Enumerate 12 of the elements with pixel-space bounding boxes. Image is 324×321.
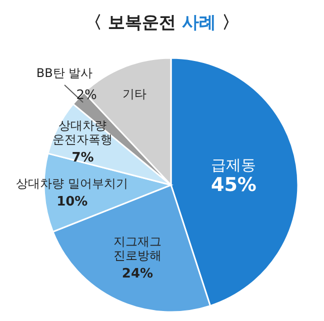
slice-label: 기타 [122, 86, 147, 101]
slice-label: BB탄 발사 [36, 66, 93, 80]
data-label: 7% [72, 150, 94, 166]
slice-label: 상대차량 밀어부치기 [16, 176, 128, 191]
slice-label: 지그재그 진로방해 [113, 234, 162, 263]
slice-label: 상대차량 운전자폭행 [52, 118, 113, 147]
data-label: 45% [210, 174, 256, 196]
data-label: 24% [122, 266, 154, 282]
data-label: 10% [56, 194, 88, 210]
slice-label: 급제동 [211, 156, 256, 174]
chart-title: 〈 보복운전 사례 〉 [85, 13, 239, 33]
data-label: 2% [76, 88, 97, 104]
